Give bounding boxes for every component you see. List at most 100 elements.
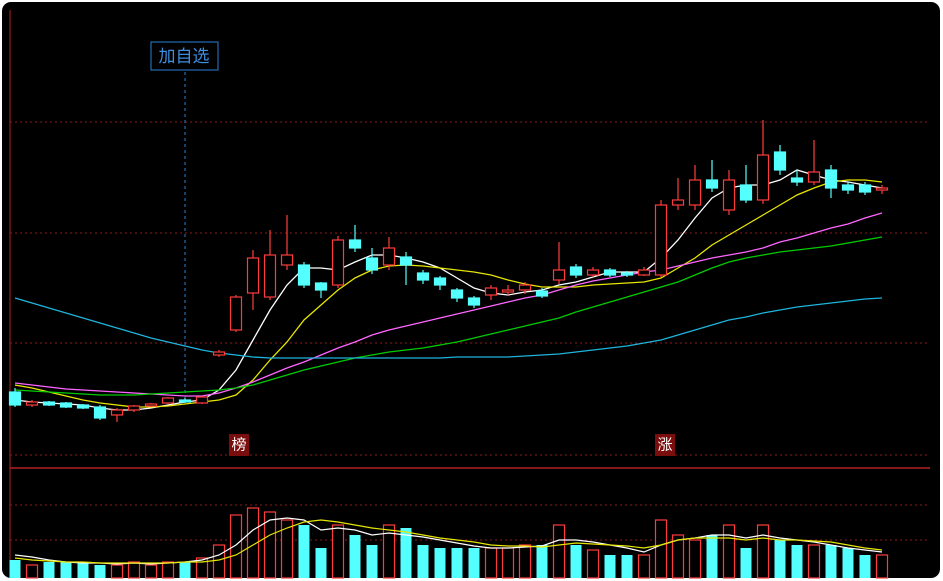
volume-bar — [94, 565, 106, 578]
volume-bar — [110, 564, 124, 579]
volume-bar — [722, 524, 736, 579]
volume-bar — [570, 545, 582, 578]
candle-body — [161, 397, 175, 404]
volume-bar — [654, 519, 668, 579]
volume-bar — [842, 548, 854, 578]
volume-bar — [77, 562, 89, 578]
volume-bar — [586, 549, 600, 579]
candle-body — [365, 257, 379, 271]
volume-bar — [501, 547, 515, 579]
candle-body — [654, 204, 668, 276]
candle-body — [195, 396, 209, 404]
candle-body — [773, 151, 787, 171]
volume-bar — [825, 545, 837, 578]
candle-body — [25, 401, 39, 406]
volume-bar — [43, 562, 55, 578]
candle-body — [637, 269, 651, 276]
volume-average-line — [14, 519, 883, 564]
candle-body — [552, 269, 566, 281]
volume-bar — [536, 545, 548, 578]
candle-body — [42, 401, 56, 406]
candle-body — [246, 257, 260, 294]
candle-body — [399, 256, 413, 266]
volume-bar — [637, 554, 651, 579]
tag-label: 榜 — [231, 436, 246, 454]
candle-body — [875, 187, 889, 191]
average-line — [14, 179, 883, 408]
candle-body — [518, 284, 532, 291]
tag-box — [655, 434, 675, 456]
candle-body — [756, 154, 770, 201]
candle-body — [93, 406, 107, 419]
volume-bar — [604, 555, 616, 578]
volume-bar — [518, 544, 532, 579]
candle-body — [484, 287, 498, 296]
volume-bar — [706, 535, 718, 578]
volume-bar — [298, 525, 310, 578]
volume-bar — [688, 539, 702, 579]
candle-body — [603, 269, 617, 276]
candle-body — [807, 171, 821, 183]
volume-bar — [756, 524, 770, 579]
tag-label: 涨 — [657, 436, 672, 454]
candle-body — [127, 405, 141, 411]
candle-body — [620, 272, 634, 276]
volume-bar — [229, 514, 243, 579]
candle-body — [280, 254, 294, 266]
candle-body — [722, 179, 736, 211]
candle-body — [450, 289, 464, 299]
volume-bar — [212, 544, 226, 579]
candle-body — [535, 290, 549, 297]
candle-body — [671, 199, 685, 206]
volume-bar — [25, 564, 39, 579]
candle-body — [76, 404, 90, 409]
candle-body — [59, 402, 73, 408]
candle-body — [841, 184, 855, 191]
volume-bar — [621, 555, 633, 578]
volume-bar — [552, 524, 566, 579]
candle-body — [144, 403, 158, 407]
volume-bar — [366, 545, 378, 578]
average-line — [14, 212, 883, 397]
volume-bar — [875, 554, 889, 579]
marker-box[interactable] — [150, 41, 219, 71]
volume-bar — [400, 528, 412, 578]
candle-body — [688, 179, 702, 206]
volume-bar — [315, 548, 327, 578]
candle-body — [297, 264, 311, 286]
candle-body — [348, 239, 362, 249]
candle-body — [382, 247, 396, 266]
candle-body — [8, 391, 22, 406]
candle-body — [739, 184, 753, 201]
candle-body — [229, 296, 243, 331]
volume-bar — [382, 524, 396, 579]
candle-body — [433, 277, 447, 286]
volume-bar — [179, 562, 191, 578]
volume-bar — [127, 561, 141, 579]
volume-bar — [144, 564, 158, 579]
candle-body — [586, 269, 600, 276]
volume-bar — [246, 507, 260, 579]
volume-bar — [740, 548, 752, 578]
volume-bar — [791, 545, 803, 578]
volume-bar — [263, 511, 277, 579]
marker-label[interactable]: 加自选 — [159, 47, 210, 67]
candle-body — [110, 409, 124, 416]
volume-bar — [349, 535, 361, 578]
average-line — [14, 297, 883, 359]
volume-bar — [161, 561, 175, 579]
volume-bar — [280, 519, 294, 579]
candle-body — [467, 297, 481, 306]
volume-bar — [434, 548, 446, 578]
volume-bar — [807, 544, 821, 579]
average-line — [14, 236, 883, 396]
candle-body — [212, 351, 226, 356]
volume-bar — [859, 555, 871, 578]
volume-bar — [484, 547, 498, 579]
volume-bar — [331, 524, 345, 579]
candle-body — [790, 177, 804, 183]
candle-body — [824, 169, 838, 189]
